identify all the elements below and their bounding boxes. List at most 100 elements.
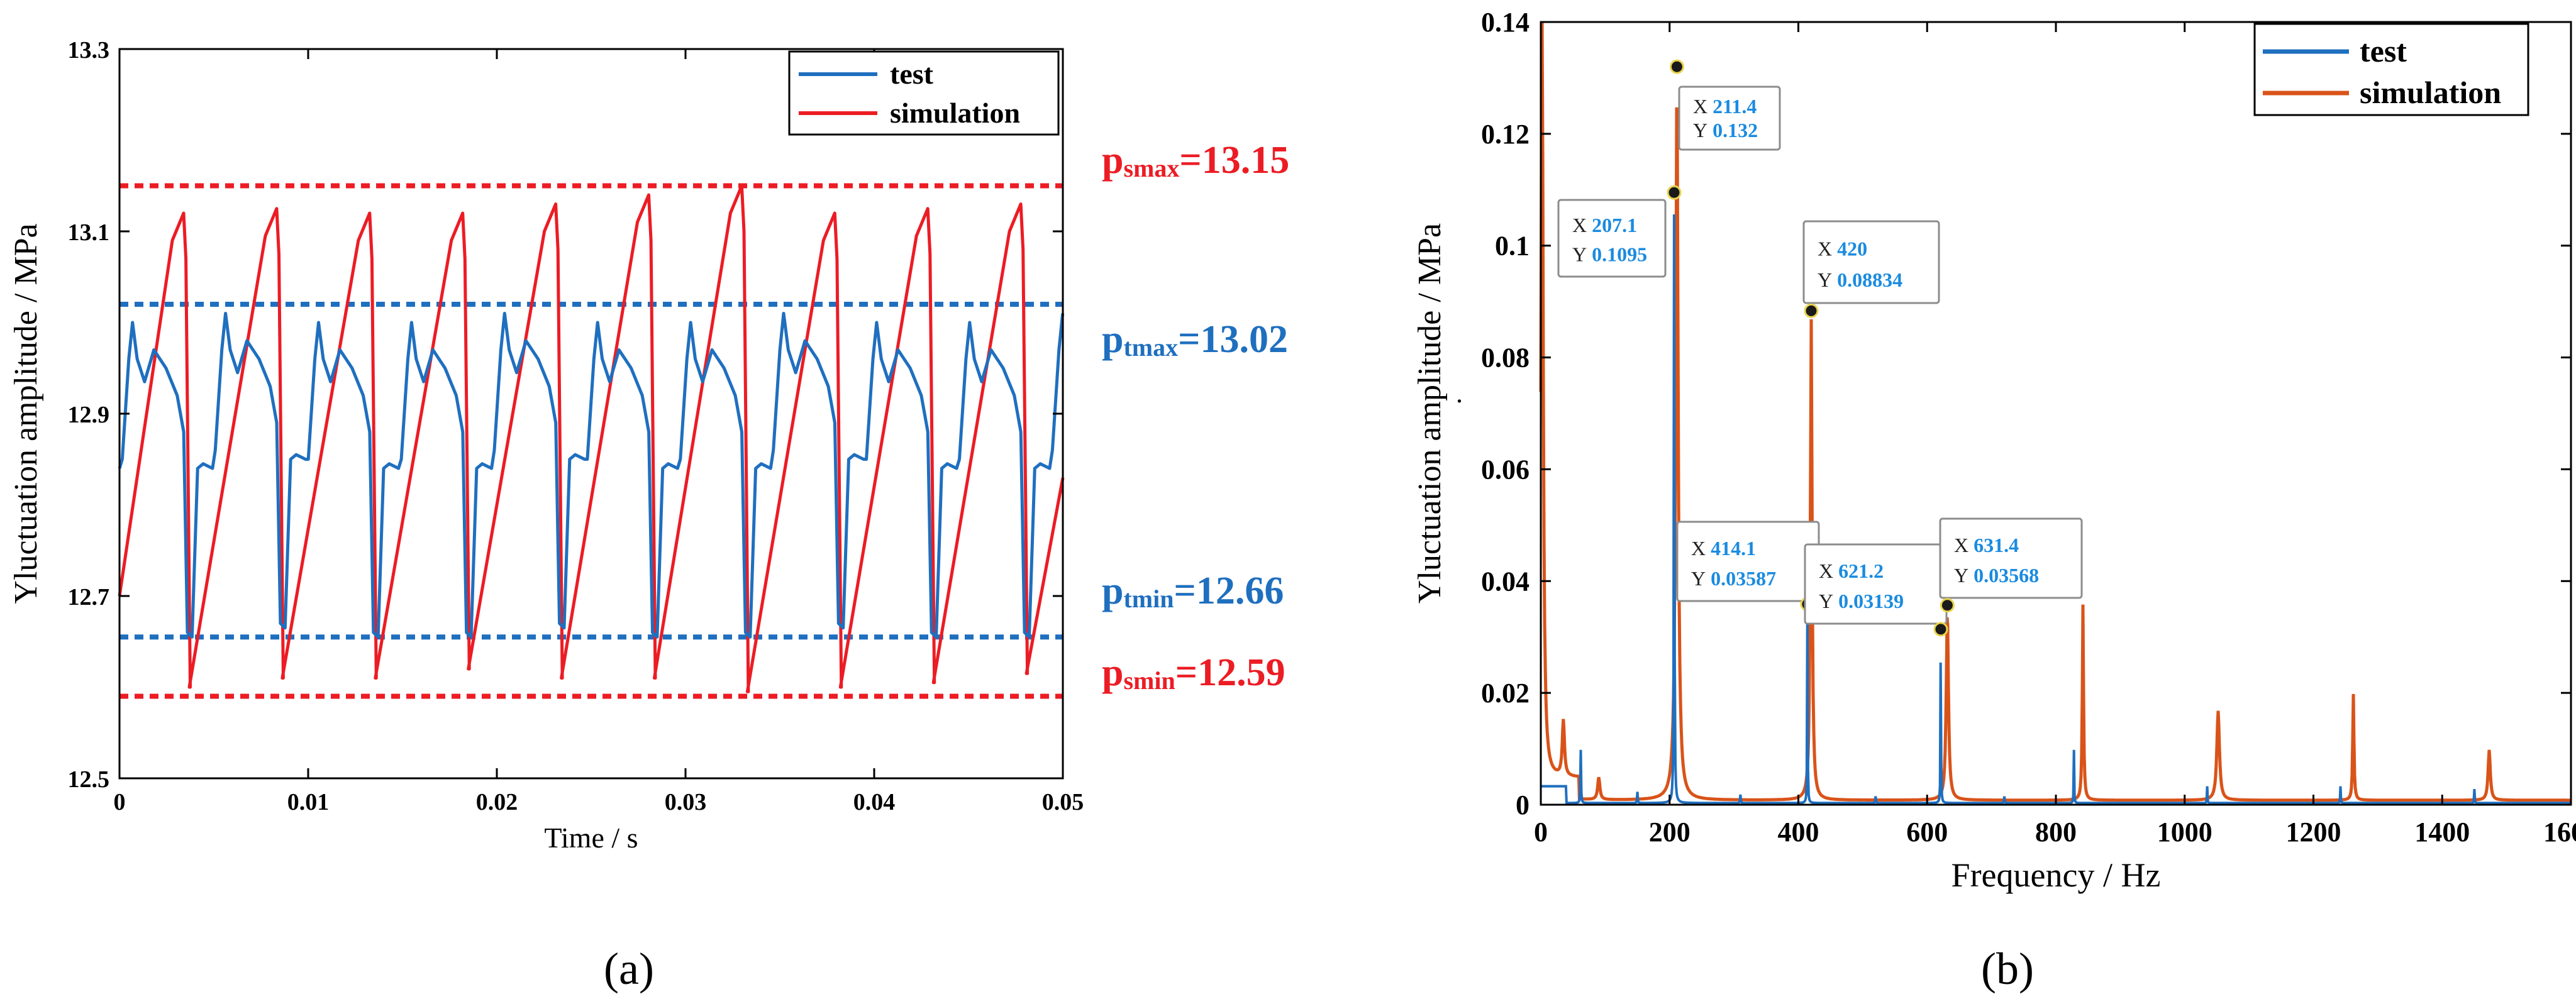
legend-box-b xyxy=(2253,23,2529,116)
datatip: X 211.4Y 0.132 xyxy=(1669,59,1781,151)
reference-label-sub: tmax xyxy=(1123,333,1178,361)
datatip-x-value: 211.4 xyxy=(1707,95,1757,118)
datatip-y-row: Y 0.03139 xyxy=(1819,590,1904,612)
x-tick-label-a: 0 xyxy=(114,789,126,815)
datatip-x-value: 621.2 xyxy=(1833,560,1884,582)
reference-label-value: =12.59 xyxy=(1175,651,1285,694)
x-tick-label-b: 400 xyxy=(1778,817,1819,847)
panel-label-b: (b) xyxy=(1981,944,2034,994)
reference-label-p: p xyxy=(1102,570,1123,612)
datatip-box xyxy=(1557,199,1667,278)
datatip-marker xyxy=(1667,185,1682,200)
datatip-x-label: X xyxy=(1572,214,1587,236)
datatip-x-row: X 420 xyxy=(1818,238,1867,260)
x-axis-label-a: Time / s xyxy=(544,822,638,854)
panel-a: 0 0.01 0.02 0.03 0.04 0.05 12.5 12.7 12.9 13.1 13.… xyxy=(8,37,1289,994)
legend-a: test simulation xyxy=(788,50,1060,136)
datatip: X 414.1 Y 0.03587 xyxy=(1676,521,1820,612)
datatip-x-row: X 631.4 xyxy=(1954,534,2019,556)
datatip-y-row: Y 0.03568 xyxy=(1954,564,2039,587)
x-tick-label-a: 0.05 xyxy=(1042,789,1084,815)
datatip-x-value: 631.4 xyxy=(1968,534,2019,556)
y-tick-label-a: 12.5 xyxy=(68,766,110,793)
datatip-y-row: Y 0.08834 xyxy=(1818,268,1902,291)
datatip-y-row: Y 0.1095 xyxy=(1572,243,1647,266)
datatip: X 207.1 Y 0.1095 xyxy=(1557,185,1682,278)
datatip-y-value: 0.03139 xyxy=(1833,590,1904,612)
y-axis-label-b: Yluctuation amplitude / MPa xyxy=(1412,223,1448,604)
y-axis-mark-b: . xyxy=(1456,378,1463,409)
datatip-y-label: Y xyxy=(1691,567,1706,590)
x-tick-label-b: 1000 xyxy=(2157,817,2212,847)
x-tick-label-b: 1400 xyxy=(2414,817,2470,847)
datatip-x-row: X 211.4 xyxy=(1693,95,1757,118)
y-tick-label-a: 13.3 xyxy=(68,37,110,63)
legend-b: test simulation xyxy=(2253,23,2529,116)
reference-label-value: =12.66 xyxy=(1174,570,1284,612)
reference-label-value: =13.02 xyxy=(1178,318,1288,361)
datatip-marker xyxy=(1669,59,1684,74)
reference-label-sub: smax xyxy=(1123,154,1179,182)
datatip-x-label: X xyxy=(1693,95,1707,118)
datatip-y-label: Y xyxy=(1818,268,1832,291)
plot-area-b xyxy=(1541,22,2571,805)
datatip-y-label: Y xyxy=(1693,119,1707,141)
legend-box-a xyxy=(788,50,1060,136)
x-tick-label-b: 600 xyxy=(1906,817,1948,847)
x-axis-label-b: Frequency / Hz xyxy=(1951,856,2161,894)
datatip-x-value: 420 xyxy=(1832,238,1867,260)
datatip-box xyxy=(1939,517,2083,599)
datatip-y-value: 0.132 xyxy=(1707,119,1758,141)
datatip-y-value: 0.08834 xyxy=(1832,268,1902,291)
datatip-y-row: Y 0.03587 xyxy=(1691,567,1776,590)
x-tick-label-b: 200 xyxy=(1649,817,1690,847)
datatip-box xyxy=(1802,220,1940,304)
datatip-y-label: Y xyxy=(1819,590,1833,612)
y-tick-label-b: 0.04 xyxy=(1481,566,1530,597)
y-tick-label-b: 0.14 xyxy=(1481,7,1530,38)
series-simulation-line xyxy=(118,184,1065,693)
reference-label-smin: psmin=12.59 xyxy=(1102,651,1285,695)
reference-label-tmin: ptmin=12.66 xyxy=(1102,570,1284,613)
x-tick-label-b: 1200 xyxy=(2286,817,2341,847)
datatip-marker xyxy=(1940,598,1955,613)
datatip-y-label: Y xyxy=(1954,564,1968,587)
datatip-y-row: Y 0.132 xyxy=(1693,119,1758,141)
reference-label-smax: psmax=13.15 xyxy=(1102,139,1289,182)
panel-label-a: (a) xyxy=(604,944,654,994)
datatip-marker xyxy=(1933,622,1948,637)
legend-label-b-simulation: simulation xyxy=(2360,75,2501,110)
y-tick-label-b: 0.08 xyxy=(1481,343,1530,373)
datatip-x-row: X 207.1 xyxy=(1572,214,1637,236)
datatip-x-row: X 414.1 xyxy=(1691,537,1756,560)
reference-label-sub: smin xyxy=(1123,666,1175,695)
x-tick-label-b: 800 xyxy=(2035,817,2077,847)
x-tick-label-a: 0.02 xyxy=(476,789,518,815)
y-tick-label-b: 0.1 xyxy=(1495,231,1530,262)
y-tick-label-b: 0.02 xyxy=(1481,678,1530,709)
reference-label-tmax: ptmax=13.02 xyxy=(1102,318,1288,361)
reference-label-value: =13.15 xyxy=(1179,139,1289,182)
reference-label-p: p xyxy=(1102,651,1123,694)
reference-label-sub: tmin xyxy=(1123,585,1174,613)
datatip-y-value: 0.03587 xyxy=(1706,567,1776,590)
y-tick-label-b: 0.06 xyxy=(1481,454,1530,485)
datatip-x-value: 207.1 xyxy=(1587,214,1637,236)
datatip-x-label: X xyxy=(1819,560,1833,582)
legend-label-test: test xyxy=(890,58,934,90)
x-tick-label-b: 0 xyxy=(1534,817,1548,847)
y-tick-label-a: 13.1 xyxy=(68,219,110,246)
datatip-marker xyxy=(1804,303,1819,318)
legend-label-b-test: test xyxy=(2360,33,2407,69)
x-tick-label-a: 0.03 xyxy=(665,789,707,815)
datatip-x-row: X 621.2 xyxy=(1819,560,1884,582)
datatip-y-label: Y xyxy=(1572,243,1587,266)
x-tick-label-a: 0.04 xyxy=(853,789,896,815)
datatip-x-label: X xyxy=(1818,238,1832,260)
datatip-x-label: X xyxy=(1954,534,1968,556)
legend-label-simulation: simulation xyxy=(890,97,1020,129)
datatip-x-value: 414.1 xyxy=(1706,537,1756,560)
